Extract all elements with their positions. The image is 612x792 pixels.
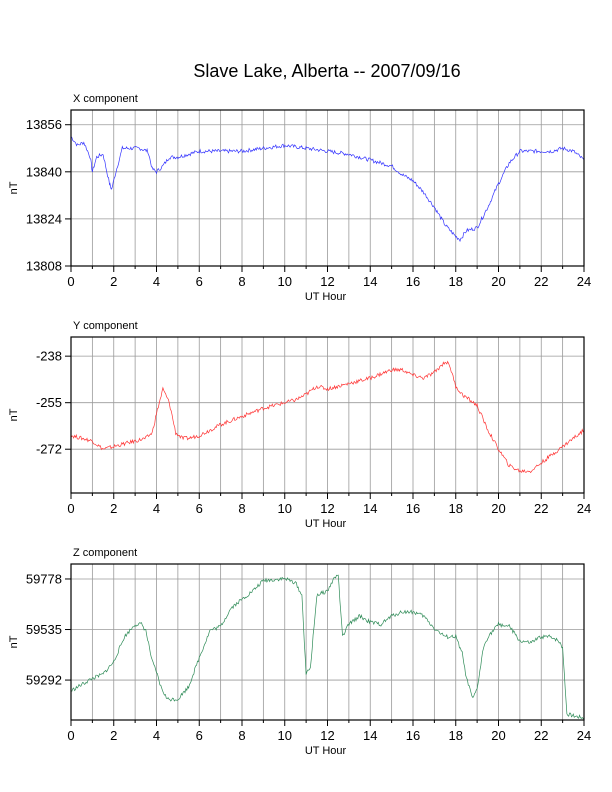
y-tick-label: -272 <box>36 442 62 457</box>
x-tick-label: 14 <box>363 274 377 289</box>
chart-title: Slave Lake, Alberta -- 2007/09/16 <box>193 61 460 81</box>
y-tick-label: 13840 <box>26 164 62 179</box>
panel-label: X component <box>73 93 138 105</box>
y-tick-label: 59535 <box>26 622 62 637</box>
x-tick-label: 12 <box>320 728 334 743</box>
panel-label: Y component <box>73 320 138 332</box>
panels-group: 0 2 4 6 8 10 12 14 16 18 20 22 241380813824138401385… <box>8 93 591 757</box>
x-tick-label: 6 <box>196 728 203 743</box>
x-tick-label: 0 <box>67 274 74 289</box>
x-tick-label: 12 <box>320 501 334 516</box>
x-tick-label: 10 <box>278 274 292 289</box>
y-tick-label: 59292 <box>26 673 62 688</box>
x-tick-label: 2 <box>110 274 117 289</box>
x-tick-label: 20 <box>491 274 505 289</box>
x-tick-label: 12 <box>320 274 334 289</box>
x-tick-label: 4 <box>153 274 160 289</box>
x-tick-label: 2 <box>110 501 117 516</box>
x-tick-label: 18 <box>449 501 463 516</box>
x-axis-label: UT Hour <box>305 291 347 303</box>
panel-label: Z component <box>73 547 137 559</box>
x-tick-label: 4 <box>153 501 160 516</box>
x-tick-label: 6 <box>196 274 203 289</box>
x-tick-label: 8 <box>238 728 245 743</box>
x-tick-label: 16 <box>406 501 420 516</box>
y-axis-label: nT <box>8 408 20 421</box>
x-tick-label: 4 <box>153 728 160 743</box>
x-tick-label: 20 <box>491 501 505 516</box>
series-line <box>70 574 585 720</box>
x-tick-label: 10 <box>278 501 292 516</box>
x-tick-label: 2 <box>110 728 117 743</box>
x-tick-label: 0 <box>67 501 74 516</box>
series-line <box>70 136 585 243</box>
x-tick-label: 18 <box>449 728 463 743</box>
x-tick-label: 16 <box>406 728 420 743</box>
x-tick-label: 24 <box>577 728 591 743</box>
x-tick-label: 8 <box>238 501 245 516</box>
y-axis-label: nT <box>8 635 20 648</box>
x-tick-label: 22 <box>534 501 548 516</box>
y-tick-label: 13824 <box>26 211 62 226</box>
x-tick-label: 10 <box>278 728 292 743</box>
x-tick-label: 22 <box>534 274 548 289</box>
x-tick-label: 16 <box>406 274 420 289</box>
x-tick-label: 0 <box>67 728 74 743</box>
x-tick-label: 6 <box>196 501 203 516</box>
x-axis-label: UT Hour <box>305 745 347 757</box>
x-tick-label: 14 <box>363 501 377 516</box>
panel-1: 0 2 4 6 8 10 12 14 16 18 20 22 241380813824138401385… <box>8 93 591 303</box>
x-tick-label: 24 <box>577 274 591 289</box>
x-tick-label: 18 <box>449 274 463 289</box>
y-tick-label: 13808 <box>26 259 62 274</box>
x-tick-label: 14 <box>363 728 377 743</box>
x-axis-label: UT Hour <box>305 518 347 530</box>
x-tick-label: 20 <box>491 728 505 743</box>
y-tick-label: 59778 <box>26 571 62 586</box>
series-line <box>70 360 585 474</box>
y-tick-label: -238 <box>36 349 62 364</box>
x-tick-label: 22 <box>534 728 548 743</box>
x-tick-label: 8 <box>238 274 245 289</box>
x-tick-label: 24 <box>577 501 591 516</box>
y-tick-label: -255 <box>36 395 62 410</box>
y-axis-label: nT <box>8 181 20 194</box>
y-tick-label: 13856 <box>26 117 62 132</box>
